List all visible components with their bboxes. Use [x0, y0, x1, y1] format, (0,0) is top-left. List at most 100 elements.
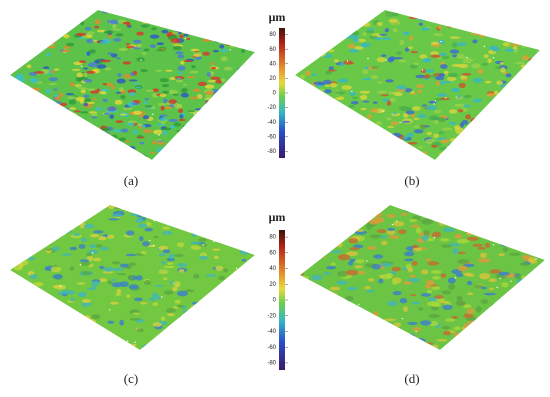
surface-texture [85, 319, 96, 324]
surface-texture [244, 31, 252, 35]
surface-texture [329, 298, 340, 303]
surface-texture [534, 26, 540, 31]
surface-texture [421, 104, 427, 107]
surface-texture [447, 21, 458, 26]
surface-texture [212, 248, 221, 251]
surface-texture [116, 57, 121, 60]
surface-texture [298, 107, 307, 112]
surface-texture [231, 140, 241, 146]
surface-texture [469, 142, 479, 148]
surface-texture [478, 347, 488, 350]
surface-speck [492, 244, 495, 246]
surface-texture [341, 85, 352, 90]
surface-texture [207, 340, 216, 344]
surface-texture [89, 244, 97, 249]
surface-texture [206, 216, 216, 219]
surface-texture [151, 295, 156, 302]
surface-texture [454, 224, 467, 231]
surface-texture [307, 121, 316, 126]
surface-texture [354, 265, 363, 269]
surface-texture [129, 72, 135, 76]
surface-texture [433, 133, 439, 138]
tick-label: 0 [273, 91, 277, 97]
surface-texture [94, 59, 100, 64]
surface-texture [430, 51, 439, 56]
surface-texture [156, 42, 165, 46]
surface-texture [66, 156, 77, 160]
surface-texture [345, 269, 359, 276]
surface-texture [532, 141, 540, 147]
surface-texture [421, 269, 429, 275]
surface-texture [64, 224, 74, 228]
surface-texture [349, 247, 360, 251]
surface-texture [28, 156, 38, 160]
surface-texture [69, 226, 75, 231]
surface-texture [162, 226, 170, 230]
surface-texture [98, 236, 107, 241]
surface-texture [515, 274, 522, 280]
surface-texture [521, 237, 532, 242]
surface-texture [441, 244, 452, 248]
surface-texture [30, 43, 39, 47]
surface-texture [241, 114, 250, 119]
surface-texture [209, 106, 215, 110]
surface-texture [26, 322, 33, 328]
surface-texture [464, 134, 470, 138]
surface-texture [439, 300, 450, 304]
surface-texture [18, 96, 27, 101]
surface-texture [183, 60, 193, 62]
surface-texture [45, 297, 55, 303]
surface-texture [447, 76, 457, 82]
surface-texture [428, 313, 440, 318]
surface-texture [11, 41, 19, 47]
surface-texture [127, 146, 136, 151]
surface-texture [499, 91, 508, 94]
surface-texture [477, 68, 484, 74]
surface-texture [521, 55, 530, 61]
surface-texture [248, 79, 254, 84]
surface-texture [490, 205, 496, 209]
surface-texture [359, 337, 366, 342]
surface-texture [163, 98, 168, 104]
surface-texture [361, 10, 370, 14]
surface-texture [308, 334, 320, 341]
surface-texture [67, 140, 77, 145]
surface-texture [141, 52, 147, 55]
surface-texture [19, 120, 28, 126]
surface-texture [366, 223, 373, 230]
surface-texture [94, 330, 101, 336]
surface-texture [81, 271, 92, 276]
surface-texture [412, 327, 422, 332]
surface-texture [300, 317, 309, 324]
surface-speck [31, 32, 34, 34]
surface-texture [202, 24, 211, 30]
surface-texture [521, 320, 528, 325]
surface-texture [10, 272, 13, 278]
surface-texture [160, 105, 165, 111]
surface-texture [94, 106, 103, 111]
surface-texture [535, 240, 543, 247]
surface-speck [382, 110, 384, 112]
surface-texture [312, 46, 323, 53]
surface-texture [402, 120, 411, 123]
surface-texture [391, 12, 400, 17]
surface-texture [112, 28, 122, 31]
surface-texture [494, 338, 502, 343]
surface-texture [483, 149, 493, 152]
surface-speck [206, 156, 209, 158]
surface-texture [531, 132, 540, 136]
surface-texture [152, 322, 162, 327]
surface-texture [197, 326, 209, 330]
surface-texture [389, 56, 395, 62]
surface-texture [241, 39, 250, 42]
surface-texture [465, 17, 475, 23]
tick-label: 20 [269, 282, 276, 288]
colorbar-unit: μm [269, 210, 286, 224]
surface-speck [17, 246, 20, 248]
surface-texture [444, 212, 456, 217]
surface-texture [162, 90, 170, 95]
surface-texture [137, 223, 148, 228]
surface-speck [440, 40, 442, 43]
surface-texture [178, 118, 186, 122]
surface-texture [157, 140, 163, 143]
